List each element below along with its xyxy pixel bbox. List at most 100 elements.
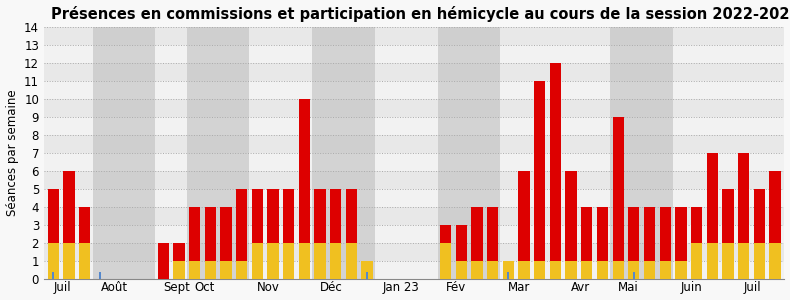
Bar — [47, 243, 59, 279]
Bar — [566, 171, 577, 261]
Bar — [220, 207, 231, 261]
Bar — [44, 27, 784, 45]
Bar — [44, 243, 784, 261]
Bar — [581, 261, 592, 279]
Bar — [267, 189, 279, 243]
Bar — [518, 171, 529, 261]
Bar — [502, 261, 514, 279]
Bar — [79, 243, 90, 279]
Bar — [633, 272, 635, 279]
Bar — [267, 243, 279, 279]
Bar — [100, 272, 101, 279]
Bar — [644, 261, 655, 279]
Bar — [596, 261, 608, 279]
Bar — [44, 207, 784, 225]
Bar — [44, 81, 784, 99]
Bar — [596, 207, 608, 261]
Bar — [628, 207, 639, 261]
Bar — [52, 272, 55, 279]
Bar — [722, 243, 734, 279]
Bar — [612, 117, 624, 261]
Bar — [79, 207, 90, 243]
Bar — [314, 189, 325, 243]
Bar — [706, 243, 718, 279]
Bar — [706, 153, 718, 243]
Bar — [92, 27, 156, 279]
Bar — [534, 81, 545, 261]
Bar — [44, 99, 784, 117]
Bar — [189, 207, 200, 261]
Bar — [675, 207, 687, 261]
Bar — [487, 261, 498, 279]
Bar — [220, 261, 231, 279]
Text: Présences en commissions et participation en hémicycle au cours de la session 20: Présences en commissions et participatio… — [51, 6, 790, 22]
Bar — [189, 261, 200, 279]
Bar — [611, 27, 673, 279]
Bar — [283, 243, 295, 279]
Bar — [612, 261, 624, 279]
Bar — [691, 243, 702, 279]
Bar — [312, 27, 375, 279]
Bar — [472, 207, 483, 261]
Bar — [236, 189, 247, 261]
Bar — [157, 243, 169, 279]
Bar — [754, 189, 765, 243]
Bar — [330, 243, 341, 279]
Bar — [456, 225, 467, 261]
Bar — [44, 117, 784, 135]
Bar — [205, 207, 216, 261]
Bar — [362, 261, 373, 279]
Bar — [769, 171, 781, 243]
Bar — [581, 207, 592, 261]
Bar — [44, 153, 784, 171]
Bar — [205, 261, 216, 279]
Bar — [440, 225, 451, 243]
Bar — [660, 261, 671, 279]
Bar — [44, 171, 784, 189]
Bar — [550, 63, 561, 261]
Bar — [660, 207, 671, 261]
Bar — [644, 207, 655, 261]
Bar — [346, 243, 357, 279]
Bar — [722, 189, 734, 243]
Bar — [738, 243, 749, 279]
Bar — [44, 261, 784, 279]
Bar — [628, 261, 639, 279]
Bar — [691, 207, 702, 243]
Bar — [173, 261, 185, 279]
Bar — [63, 171, 75, 243]
Bar — [47, 189, 59, 243]
Bar — [44, 63, 784, 81]
Bar — [63, 243, 75, 279]
Bar — [173, 243, 185, 261]
Bar — [534, 261, 545, 279]
Bar — [472, 261, 483, 279]
Bar — [550, 261, 561, 279]
Bar — [518, 261, 529, 279]
Bar — [440, 243, 451, 279]
Bar — [330, 189, 341, 243]
Bar — [236, 261, 247, 279]
Bar — [186, 27, 250, 279]
Bar — [738, 153, 749, 243]
Bar — [566, 261, 577, 279]
Bar — [252, 243, 263, 279]
Bar — [299, 99, 310, 243]
Bar — [283, 189, 295, 243]
Bar — [44, 135, 784, 153]
Bar — [487, 207, 498, 261]
Bar — [438, 27, 501, 279]
Bar — [44, 189, 784, 207]
Bar — [252, 189, 263, 243]
Bar — [456, 261, 467, 279]
Bar — [314, 243, 325, 279]
Bar — [44, 9, 784, 27]
Bar — [346, 189, 357, 243]
Bar — [754, 243, 765, 279]
Bar — [44, 45, 784, 63]
Bar — [507, 272, 510, 279]
Bar — [44, 225, 784, 243]
Y-axis label: Séances par semaine: Séances par semaine — [6, 89, 18, 216]
Bar — [675, 261, 687, 279]
Bar — [769, 243, 781, 279]
